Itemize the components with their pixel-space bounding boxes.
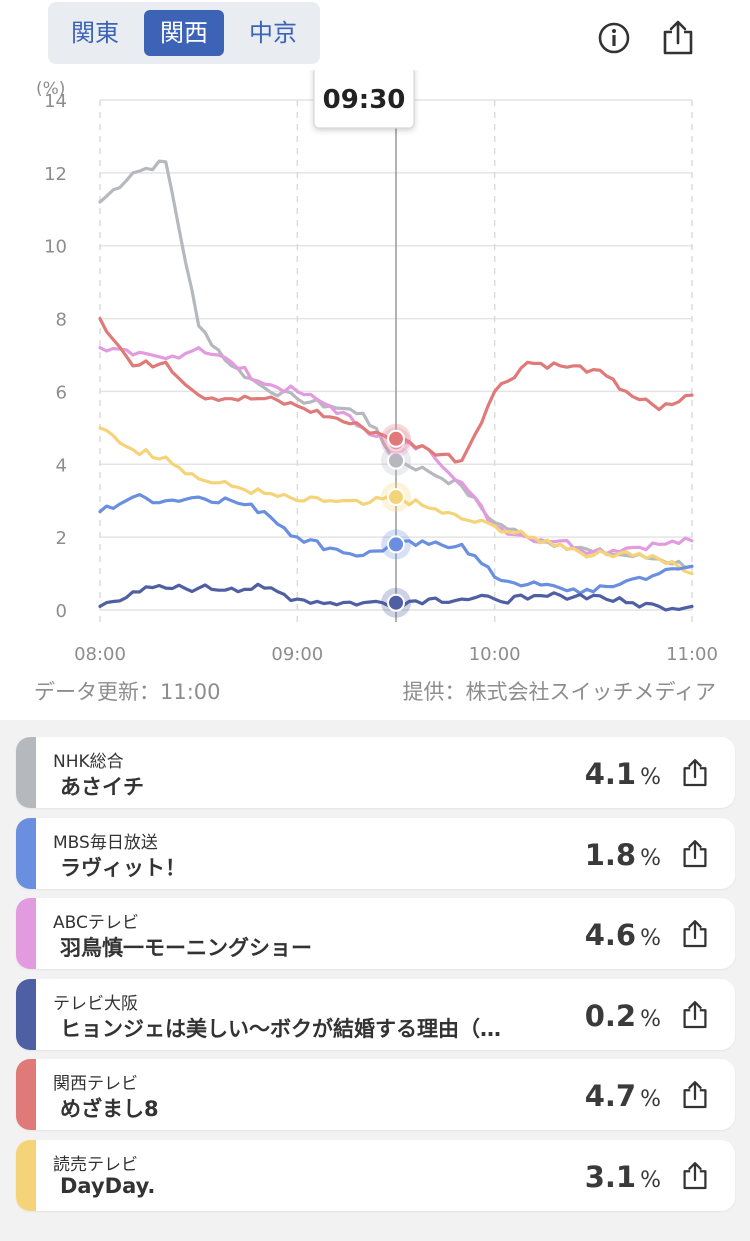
station-name: 関西テレビ — [53, 1074, 138, 1094]
tooltip-box — [313, 70, 415, 129]
rating-unit: % — [640, 845, 661, 871]
program-title: ヒョンジェは美しい～ボクが結婚する理由（… — [60, 1016, 501, 1041]
channel-color-bar — [16, 898, 36, 969]
share-icon[interactable] — [658, 18, 698, 58]
update-time: データ更新：11:00 — [34, 680, 221, 704]
rating-value: 0.2% — [585, 999, 661, 1033]
y-tick-label: 4 — [56, 455, 67, 476]
channel-color-bar — [16, 817, 36, 889]
share-icon[interactable] — [679, 918, 711, 950]
cursor-marker-point — [387, 488, 405, 507]
tooltip-time: 09:30 — [323, 85, 406, 115]
y-axis-unit: (%) — [36, 79, 65, 99]
y-tick-label: 14 — [44, 91, 67, 112]
channel-color-bar — [16, 1139, 36, 1211]
tab-kansai[interactable]: 関西 — [144, 10, 224, 56]
share-icon[interactable] — [679, 757, 711, 789]
rating-value: 3.1% — [585, 1160, 661, 1194]
program-card[interactable]: 読売テレビ DayDay. 3.1% — [16, 1139, 735, 1211]
rating-number: 4.6 — [584, 918, 637, 952]
y-tick-label: 10 — [44, 237, 67, 258]
program-title: 羽鳥慎一モーニングショー — [60, 936, 312, 960]
y-tick-label: 6 — [56, 382, 67, 403]
program-card[interactable]: MBS毎日放送 ラヴィット！ 1.8% — [16, 817, 735, 889]
y-tick-label: 12 — [44, 164, 67, 185]
region-tabs: 関東 関西 中京 — [48, 2, 320, 64]
station-name: 読売テレビ — [53, 1154, 138, 1175]
x-tick-label: 08:00 — [74, 644, 126, 665]
share-icon[interactable] — [679, 838, 711, 870]
x-tick-label: 11:00 — [666, 644, 718, 665]
channel-color-bar — [16, 737, 36, 808]
program-title: ラヴィット！ — [60, 855, 186, 880]
share-icon[interactable] — [679, 1160, 711, 1192]
cursor-marker-point — [387, 451, 405, 470]
rating-value: 4.1% — [585, 757, 661, 791]
rating-chart: 0 2 4 6 8 10 12 14(%) 08:00 09:00 10:00 11:00 09:30 — [36, 70, 718, 665]
rating-unit: % — [640, 926, 661, 951]
station-name: NHK総合 — [53, 752, 124, 772]
tab-kanto[interactable]: 関東 — [71, 19, 119, 47]
program-title: めざまし8 — [60, 1097, 159, 1121]
program-title: あさイチ — [60, 775, 144, 799]
share-icon[interactable] — [679, 1079, 711, 1111]
channel-color-bar — [16, 1059, 36, 1130]
tab-chukyo[interactable]: 中京 — [249, 19, 297, 47]
station-name: MBS毎日放送 — [53, 832, 158, 853]
channel-color-bar — [16, 978, 36, 1050]
rating-unit: % — [640, 1087, 661, 1112]
cursor-marker-point — [387, 535, 405, 554]
program-card[interactable]: ABCテレビ羽鳥慎一モーニングショー 4.6% — [16, 898, 735, 969]
program-card[interactable]: 関西テレビめざまし8 4.7% — [16, 1059, 735, 1130]
rating-value: 4.6% — [585, 918, 661, 952]
station-name: ABCテレビ — [53, 913, 139, 933]
rating-number: 4.7 — [584, 1079, 637, 1113]
x-tick-label: 09:00 — [271, 644, 323, 665]
program-title: DayDay. — [60, 1173, 156, 1198]
rating-value: 1.8% — [585, 838, 661, 872]
info-icon[interactable] — [594, 18, 634, 58]
cursor-marker-point — [387, 429, 405, 448]
cursor-marker-point — [387, 593, 405, 612]
rating-number: 4.1 — [584, 757, 637, 791]
rating-number: 0.2 — [584, 998, 637, 1033]
station-name: テレビ大阪 — [53, 993, 138, 1014]
rating-number: 1.8 — [584, 837, 637, 872]
rating-unit: % — [640, 1167, 661, 1193]
program-card[interactable]: テレビ大阪 ヒョンジェは美しい～ボクが結婚する理由（… 0.2% — [16, 978, 735, 1050]
time-tooltip: 09:30 — [313, 70, 415, 129]
rating-unit: % — [640, 765, 661, 790]
x-tick-label: 10:00 — [469, 644, 521, 665]
program-card[interactable]: NHK総合あさイチ 4.1% — [16, 737, 735, 808]
y-tick-label: 2 — [56, 528, 67, 549]
share-icon[interactable] — [679, 999, 711, 1031]
rating-unit: % — [640, 1006, 661, 1032]
rating-value: 4.7% — [585, 1079, 661, 1113]
rating-number: 3.1 — [584, 1159, 637, 1194]
y-tick-label: 8 — [56, 310, 67, 331]
data-source: 提供：株式会社スイッチメディア — [402, 680, 716, 704]
y-tick-label: 0 — [56, 601, 67, 622]
